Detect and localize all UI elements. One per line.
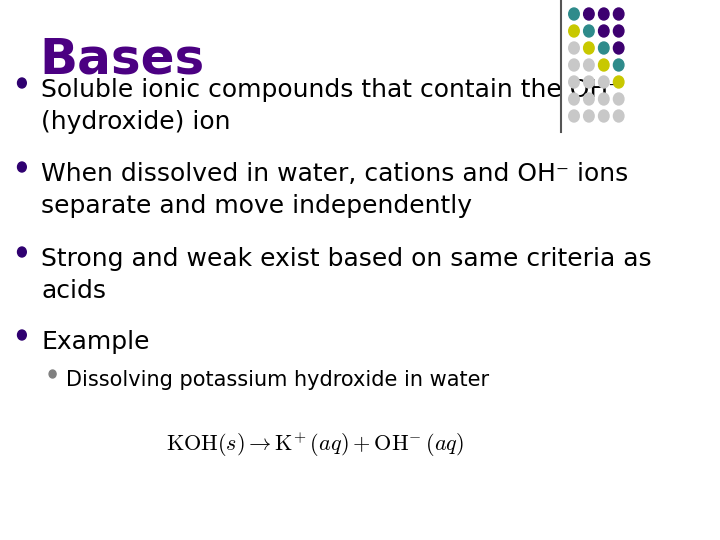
Circle shape [598, 76, 609, 88]
Circle shape [584, 110, 594, 122]
Circle shape [598, 93, 609, 105]
Circle shape [569, 42, 580, 54]
Circle shape [613, 25, 624, 37]
Circle shape [49, 370, 56, 378]
Circle shape [569, 59, 580, 71]
Circle shape [584, 8, 594, 20]
Text: When dissolved in water, cations and OH⁻ ions
separate and move independently: When dissolved in water, cations and OH⁻… [41, 162, 629, 218]
Circle shape [613, 59, 624, 71]
Circle shape [584, 59, 594, 71]
Circle shape [598, 8, 609, 20]
Circle shape [569, 110, 580, 122]
Circle shape [569, 76, 580, 88]
Circle shape [598, 42, 609, 54]
Text: Bases: Bases [40, 35, 204, 83]
Circle shape [584, 93, 594, 105]
Circle shape [613, 8, 624, 20]
Text: Example: Example [41, 330, 150, 354]
Circle shape [598, 59, 609, 71]
Circle shape [613, 76, 624, 88]
Circle shape [17, 78, 27, 88]
Circle shape [584, 25, 594, 37]
Circle shape [569, 25, 580, 37]
Circle shape [17, 162, 27, 172]
Text: Dissolving potassium hydroxide in water: Dissolving potassium hydroxide in water [66, 370, 489, 390]
Circle shape [584, 76, 594, 88]
Circle shape [598, 25, 609, 37]
Circle shape [17, 247, 27, 257]
Text: $\mathrm{KOH}(s) \rightarrow \mathrm{K}^{+}\,(aq) + \mathrm{OH}^{-}\,(aq)$: $\mathrm{KOH}(s) \rightarrow \mathrm{K}^… [166, 431, 464, 459]
Text: Soluble ionic compounds that contain the OH⁻
(hydroxide) ion: Soluble ionic compounds that contain the… [41, 78, 621, 133]
Circle shape [17, 330, 27, 340]
Circle shape [584, 42, 594, 54]
Circle shape [569, 8, 580, 20]
Circle shape [598, 110, 609, 122]
Circle shape [613, 42, 624, 54]
Circle shape [613, 93, 624, 105]
Circle shape [569, 93, 580, 105]
Text: Strong and weak exist based on same criteria as
acids: Strong and weak exist based on same crit… [41, 247, 652, 302]
Circle shape [613, 110, 624, 122]
